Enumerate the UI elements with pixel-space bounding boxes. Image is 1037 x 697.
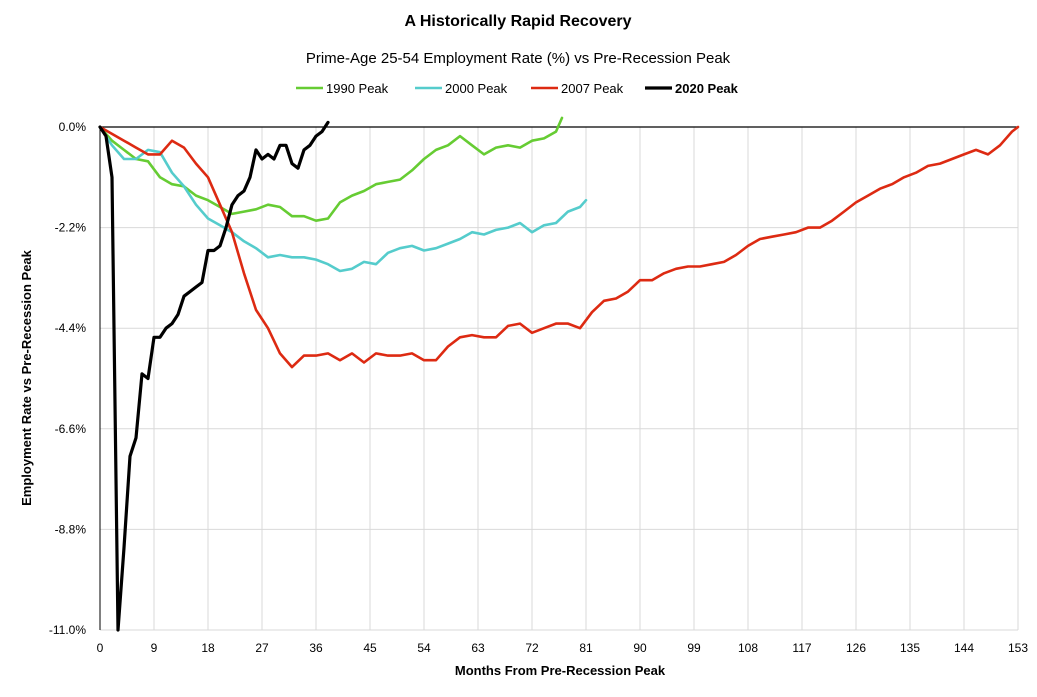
series-line-2020-peak (98, 120, 330, 632)
chart-title: A Historically Rapid Recovery (404, 13, 631, 30)
gridlines (100, 127, 1019, 631)
series-line-2000-peak (98, 125, 588, 273)
series-layer (98, 116, 1020, 632)
x-tick-label: 72 (525, 641, 539, 655)
legend-label-2007-peak: 2007 Peak (561, 81, 624, 96)
x-tick-label: 54 (417, 641, 431, 655)
series-line-1990-peak (98, 116, 564, 222)
y-tick-label: -6.6% (55, 422, 87, 436)
y-tick-label: -11.0% (49, 623, 86, 637)
x-tick-label: 81 (579, 641, 593, 655)
x-tick-label: 117 (792, 641, 811, 655)
x-tick-label: 99 (687, 641, 701, 655)
x-tick-label: 108 (738, 641, 758, 655)
series-line-2007-peak (98, 125, 1020, 369)
x-tick-label: 0 (97, 641, 104, 655)
x-tick-label: 144 (954, 641, 974, 655)
x-tick-label: 153 (1008, 641, 1028, 655)
y-tick-label: -2.2% (55, 221, 87, 235)
x-tick-label: 63 (471, 641, 485, 655)
legend-label-2020-peak: 2020 Peak (675, 81, 739, 96)
chart-subtitle: Prime-Age 25-54 Employment Rate (%) vs P… (306, 50, 731, 67)
x-axis-ticks: 0 9 18 27 36 45 54 63 72 81 90 99 108 117 126 135 144 153 (97, 641, 1029, 655)
legend: 1990 Peak 2000 Peak 2007 Peak 2020 Peak (296, 81, 739, 96)
x-tick-label: 126 (846, 641, 866, 655)
x-tick-label: 90 (633, 641, 647, 655)
x-tick-label: 36 (309, 641, 323, 655)
y-axis-ticks: 0.0% -2.2% -4.4% -6.6% -8.8% -11.0% (49, 120, 86, 637)
x-tick-label: 27 (255, 641, 269, 655)
x-axis-title: Months From Pre-Recession Peak (455, 663, 666, 678)
y-tick-label: -8.8% (55, 522, 87, 536)
plot-frame (99, 126, 1018, 630)
x-tick-label: 9 (151, 641, 158, 655)
y-tick-label: 0.0% (59, 120, 87, 134)
x-tick-label: 135 (900, 641, 920, 655)
y-tick-label: -4.4% (55, 321, 87, 335)
legend-label-1990-peak: 1990 Peak (326, 81, 389, 96)
x-tick-label: 18 (201, 641, 215, 655)
y-axis-title: Employment Rate vs Pre-Recession Peak (19, 249, 34, 506)
legend-label-2000-peak: 2000 Peak (445, 81, 508, 96)
x-tick-label: 45 (363, 641, 377, 655)
